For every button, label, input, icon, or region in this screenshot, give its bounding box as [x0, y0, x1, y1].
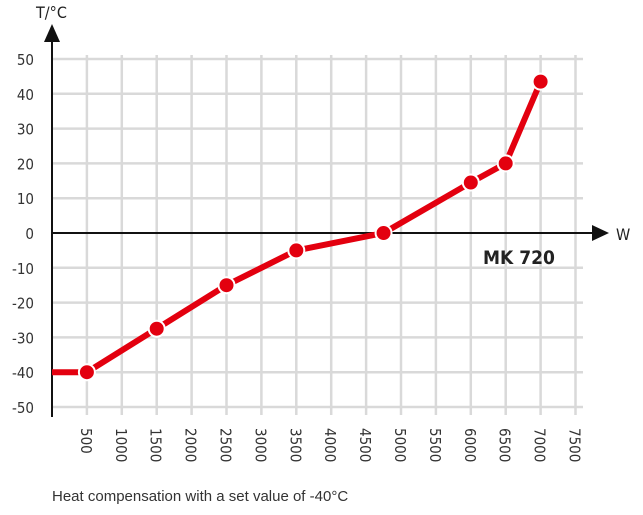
x-tick-label: 1500 — [147, 428, 165, 462]
x-tick-label: 7500 — [566, 428, 584, 462]
x-tick-label: 1000 — [112, 428, 130, 462]
y-axis-label: T/°C — [35, 3, 67, 22]
y-tick-label: 20 — [17, 155, 34, 173]
model-annotation: MK 720 — [483, 247, 555, 269]
x-tick-label: 5000 — [391, 428, 409, 462]
x-axis-label: W — [616, 225, 630, 244]
data-point — [287, 241, 306, 260]
data-point — [374, 224, 393, 242]
x-tick-label: 7000 — [531, 428, 549, 462]
y-tick-label: -40 — [12, 364, 34, 382]
y-tick-label: -20 — [12, 295, 34, 313]
x-tick-label: 4000 — [321, 428, 339, 462]
y-tick-label: 0 — [25, 225, 34, 243]
data-point — [461, 173, 480, 192]
y-tick-label: 30 — [17, 121, 34, 139]
x-axis-arrow — [592, 225, 609, 241]
data-point — [531, 72, 550, 91]
x-tick-label: 2500 — [217, 428, 235, 462]
x-tick-label: 6000 — [461, 428, 479, 462]
y-tick-label: 50 — [17, 51, 34, 69]
x-tick-label: 2000 — [182, 428, 200, 462]
x-tick-label: 4500 — [356, 428, 374, 462]
y-tick-label: 40 — [17, 86, 34, 104]
data-point — [217, 276, 236, 295]
y-tick-label: -30 — [12, 329, 34, 347]
y-tick-label: -50 — [12, 399, 34, 417]
data-point — [77, 363, 96, 382]
y-tick-label: -10 — [12, 260, 34, 278]
data-point — [147, 319, 166, 338]
y-axis-arrow — [44, 24, 60, 42]
x-tick-label: 500 — [77, 428, 95, 454]
chart-caption: Heat compensation with a set value of -4… — [52, 488, 349, 505]
data-point — [496, 154, 515, 173]
x-tick-label: 3000 — [251, 428, 269, 462]
x-tick-label: 6500 — [496, 428, 514, 462]
y-tick-label: 10 — [17, 190, 34, 208]
x-tick-label: 5500 — [426, 428, 444, 462]
x-tick-label: 3500 — [286, 428, 304, 462]
